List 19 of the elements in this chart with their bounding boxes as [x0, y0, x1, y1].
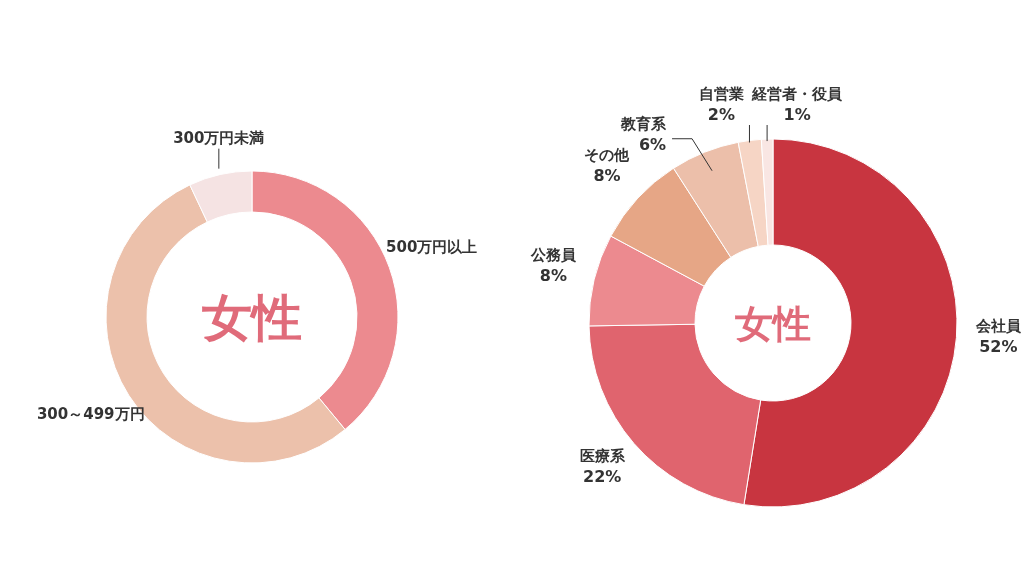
- data-label: 8%: [539, 265, 567, 285]
- data-label: 1%: [783, 105, 811, 124]
- data-label: 8%: [593, 165, 621, 185]
- slice-label: 300万円未満: [173, 128, 265, 147]
- data-label: 52%: [979, 336, 1018, 356]
- slice-label: 300～499万円: [36, 405, 145, 424]
- slice-label: 医療系: [579, 447, 626, 465]
- slice-label: 自営業: [698, 85, 744, 103]
- slice-label: 教育系: [620, 114, 668, 133]
- slice-label: 公務員: [529, 245, 577, 264]
- data-label: 22%: [583, 467, 622, 486]
- slice-label: 会社員: [974, 316, 1022, 335]
- slice-label: その他: [584, 145, 631, 164]
- data-label: 2%: [707, 105, 736, 124]
- data-label: 6%: [638, 134, 667, 154]
- slice-label: 経営者・役員: [751, 85, 844, 103]
- text: 女性: [201, 289, 302, 347]
- text: 女性: [735, 301, 811, 346]
- slice-label: 500万円以上: [386, 238, 478, 257]
